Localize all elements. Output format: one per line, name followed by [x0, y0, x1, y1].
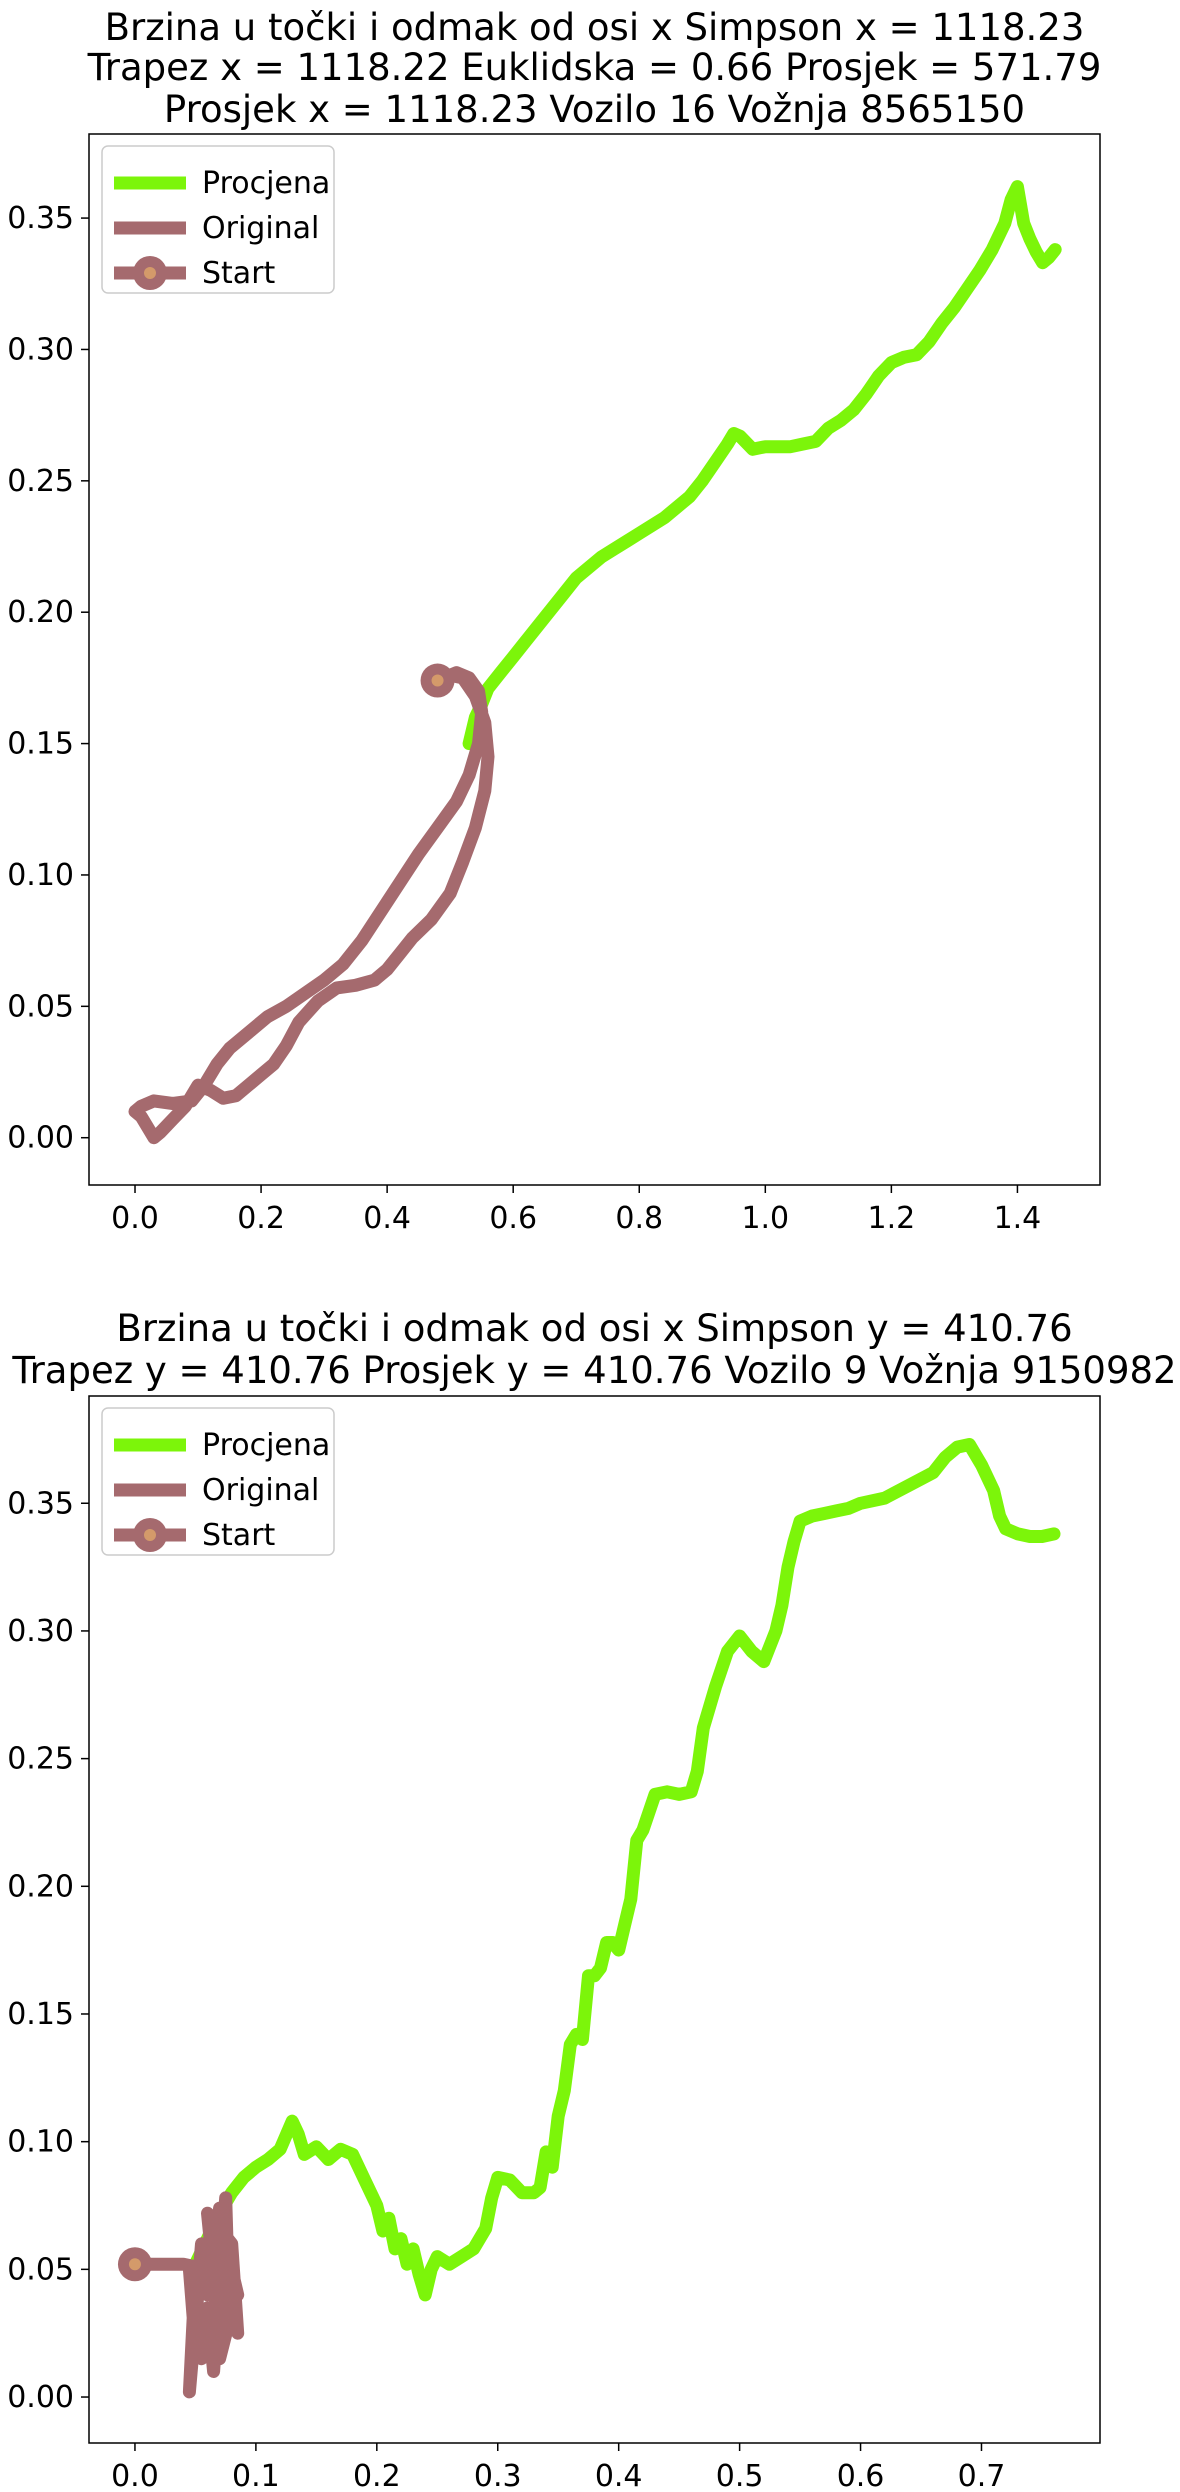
y-tick-label: 0.05 — [7, 989, 74, 1024]
legend-label: Start — [202, 1518, 276, 1553]
x-tick-label: 0.0 — [111, 1201, 159, 1236]
y-tick-label: 0.00 — [7, 1121, 74, 1156]
x-tick-label: 0.8 — [615, 1201, 663, 1236]
legend-label: Procjena — [202, 166, 330, 201]
y-tick-label: 0.35 — [7, 1486, 74, 1521]
series-line-procjena — [462, 180, 1062, 751]
chart-title-line: Trapez x = 1118.22 Euklidska = 0.66 Pros… — [87, 46, 1102, 89]
legend-label: Original — [202, 211, 319, 246]
chart-title-line: Prosjek x = 1118.23 Vozilo 16 Vožnja 856… — [164, 88, 1025, 131]
legend: Procjena Original Start — [101, 145, 335, 294]
start-marker-center — [431, 674, 444, 687]
chart-title-line: Brzina u točki i odmak od osi x Simpson … — [105, 6, 1085, 49]
y-tick-label: 0.35 — [7, 201, 74, 236]
y-tick-label: 0.10 — [7, 2125, 74, 2160]
y-tick-label: 0.15 — [7, 727, 74, 762]
x-tick-label: 0.6 — [489, 1201, 537, 1236]
y-tick-label: 0.20 — [7, 1869, 74, 1904]
legend-label: Start — [202, 256, 276, 291]
axes-frame — [88, 133, 1101, 1186]
x-tick-label: 0.2 — [237, 1201, 285, 1236]
x-tick-label: 1.2 — [868, 1201, 916, 1236]
chart-title-line: Brzina u točki i odmak od osi x Simpson … — [116, 1307, 1072, 1350]
series-line-original — [128, 2191, 245, 2399]
y-tick-label: 0.30 — [7, 1614, 74, 1649]
chart-2: Brzina u točki i odmak od osi x Simpson … — [7, 1307, 1176, 2492]
legend-start-marker-center — [144, 1529, 156, 1541]
y-tick-label: 0.25 — [7, 464, 74, 499]
x-tick-label: 1.0 — [741, 1201, 789, 1236]
y-tick-label: 0.20 — [7, 595, 74, 630]
x-tick-label: 0.6 — [837, 2459, 885, 2492]
x-tick-label: 0.5 — [716, 2459, 764, 2492]
y-tick-label: 0.15 — [7, 1997, 74, 2032]
x-tick-label: 0.4 — [363, 1201, 411, 1236]
axes-frame — [88, 1395, 1101, 2444]
legend-label: Original — [202, 1473, 319, 1508]
series-line-procjena — [188, 1438, 1061, 2302]
legend-start-marker-center — [144, 267, 156, 279]
y-tick-label: 0.00 — [7, 2380, 74, 2415]
x-tick-label: 0.4 — [595, 2459, 643, 2492]
y-tick-label: 0.30 — [7, 332, 74, 367]
x-tick-label: 0.0 — [111, 2459, 159, 2492]
legend-label: Procjena — [202, 1428, 330, 1463]
y-tick-label: 0.10 — [7, 858, 74, 893]
x-tick-label: 1.4 — [994, 1201, 1042, 1236]
start-marker-center — [128, 2258, 141, 2271]
plot-area — [128, 180, 1062, 1145]
y-tick-label: 0.25 — [7, 1742, 74, 1777]
chart-1: Brzina u točki i odmak od osi x Simpson … — [7, 6, 1101, 1236]
y-tick-label: 0.05 — [7, 2252, 74, 2287]
plot-area — [117, 1438, 1061, 2399]
x-tick-label: 0.1 — [232, 2459, 280, 2492]
x-tick-label: 0.2 — [353, 2459, 401, 2492]
x-tick-label: 0.7 — [958, 2459, 1006, 2492]
x-tick-label: 0.3 — [474, 2459, 522, 2492]
series-line-original — [128, 666, 495, 1145]
legend: Procjena Original Start — [101, 1407, 335, 1556]
chart-title-line: Trapez y = 410.76 Prosjek y = 410.76 Voz… — [11, 1349, 1176, 1392]
